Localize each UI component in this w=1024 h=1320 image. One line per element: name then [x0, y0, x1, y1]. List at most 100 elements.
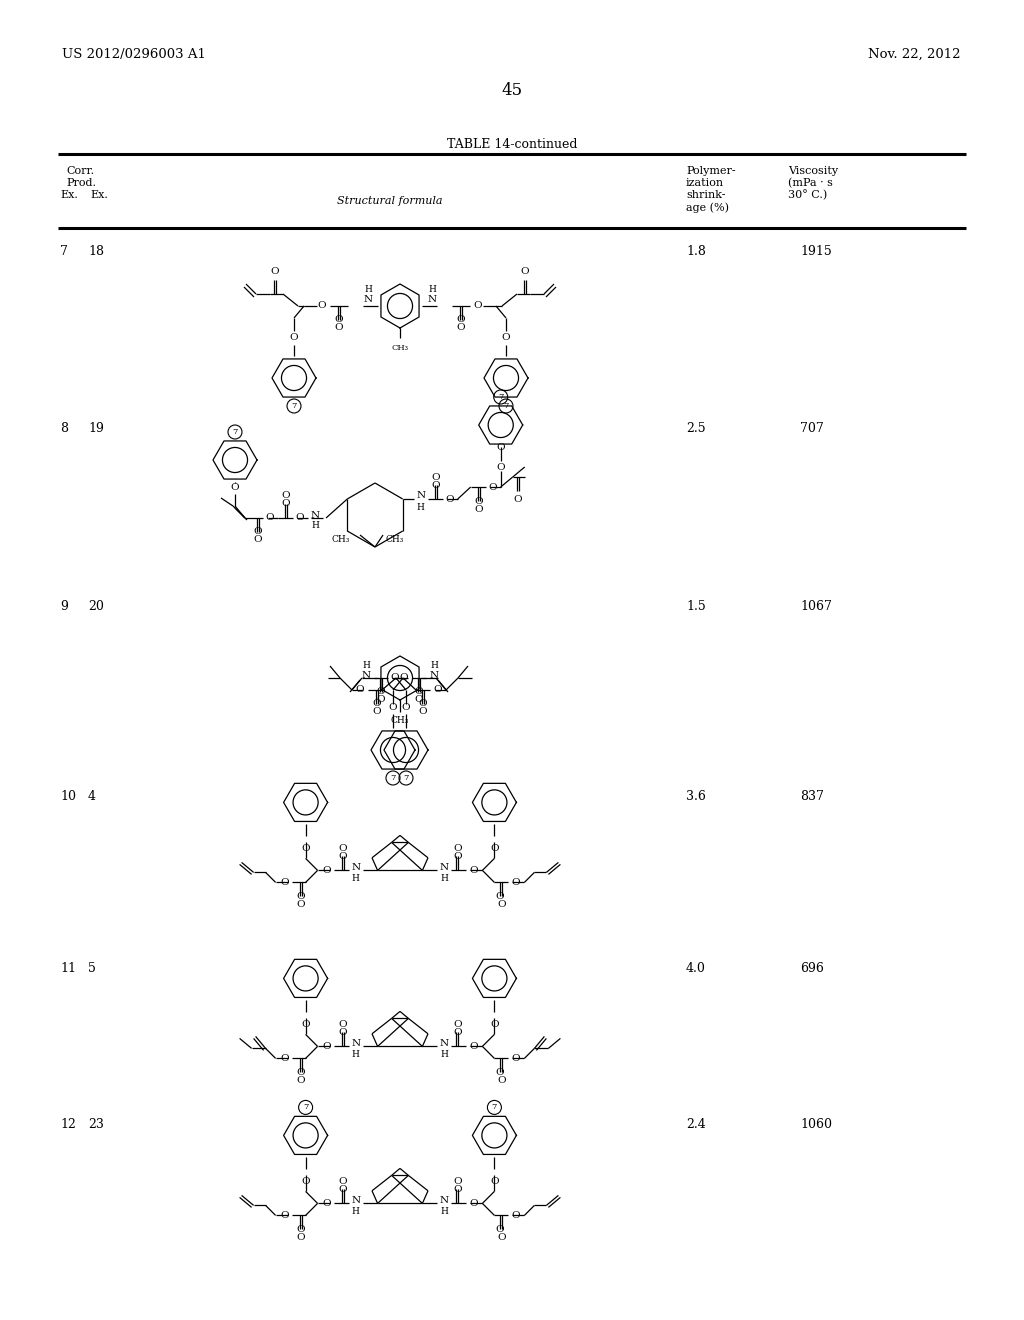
Text: 837: 837 [800, 789, 824, 803]
Text: 7: 7 [60, 246, 68, 257]
Text: 7: 7 [492, 1104, 497, 1111]
Text: H: H [428, 285, 436, 293]
Text: O: O [469, 1199, 478, 1208]
Text: N: N [427, 296, 436, 305]
Text: H: H [362, 660, 370, 669]
Text: O: O [373, 700, 381, 709]
Text: 5: 5 [88, 962, 96, 975]
Text: O: O [453, 851, 462, 861]
Text: O: O [453, 1185, 462, 1193]
Text: O: O [323, 1199, 331, 1208]
Text: H: H [311, 520, 318, 529]
Text: N: N [440, 863, 449, 873]
Text: O: O [338, 851, 347, 861]
Text: 4.0: 4.0 [686, 962, 706, 975]
Text: O: O [511, 1053, 520, 1063]
Text: N: N [361, 672, 371, 681]
Text: N: N [429, 672, 438, 681]
Text: 7: 7 [232, 428, 238, 436]
Text: 9: 9 [60, 601, 68, 612]
Text: H: H [351, 1206, 359, 1216]
Text: O: O [457, 315, 465, 325]
Text: O: O [415, 688, 423, 697]
Text: H: H [430, 660, 438, 669]
Text: O: O [296, 513, 304, 523]
Text: O: O [323, 866, 331, 875]
Text: 11: 11 [60, 962, 76, 975]
Text: 2.5: 2.5 [686, 422, 706, 436]
Text: 18: 18 [88, 246, 104, 257]
Text: O: O [391, 673, 399, 682]
Text: N: N [364, 296, 373, 305]
Text: O: O [377, 688, 385, 697]
Text: O: O [453, 1020, 462, 1028]
Text: O: O [401, 704, 411, 713]
Text: O: O [488, 483, 497, 491]
Text: O: O [474, 301, 482, 310]
Text: CH₃: CH₃ [391, 345, 409, 352]
Text: O: O [495, 1068, 504, 1077]
Text: Nov. 22, 2012: Nov. 22, 2012 [867, 48, 961, 61]
Text: 7: 7 [498, 393, 504, 401]
Text: O: O [301, 843, 310, 853]
Text: O: O [355, 685, 365, 694]
Text: O: O [511, 1210, 520, 1220]
Text: O: O [270, 268, 280, 276]
Text: O: O [497, 1233, 506, 1242]
Text: O: O [338, 1185, 347, 1193]
Text: H: H [440, 874, 449, 883]
Text: N: N [416, 491, 425, 500]
Text: O: O [431, 480, 440, 490]
Text: O: O [296, 1076, 305, 1085]
Text: N: N [440, 1196, 449, 1205]
Text: O: O [495, 1225, 504, 1234]
Text: O: O [335, 323, 343, 333]
Text: H: H [351, 874, 359, 883]
Text: 20: 20 [88, 601, 103, 612]
Text: O: O [338, 1020, 347, 1028]
Text: O: O [434, 685, 442, 694]
Text: H: H [351, 1049, 359, 1059]
Text: 1.5: 1.5 [686, 601, 706, 612]
Text: O: O [419, 708, 427, 717]
Text: O: O [495, 892, 504, 900]
Text: O: O [254, 528, 262, 536]
Text: Polymer-: Polymer- [686, 166, 735, 176]
Text: O: O [335, 315, 343, 325]
Text: 1060: 1060 [800, 1118, 831, 1131]
Text: O: O [282, 491, 291, 500]
Text: O: O [317, 301, 327, 310]
Text: 30° C.): 30° C.) [788, 190, 827, 201]
Text: O: O [296, 1233, 305, 1242]
Text: O: O [469, 866, 478, 875]
Text: CH₃: CH₃ [385, 535, 403, 544]
Text: O: O [490, 1177, 499, 1185]
Text: 23: 23 [88, 1118, 103, 1131]
Text: Structural formula: Structural formula [337, 195, 442, 206]
Text: O: O [453, 1177, 462, 1185]
Text: O: O [296, 1225, 305, 1234]
Text: 1.8: 1.8 [686, 246, 706, 257]
Text: O: O [497, 444, 505, 453]
Text: O: O [338, 1177, 347, 1185]
Text: Prod.: Prod. [66, 178, 96, 187]
Text: O: O [497, 1076, 506, 1085]
Text: O: O [474, 504, 483, 513]
Text: Corr.: Corr. [66, 166, 94, 176]
Text: age (%): age (%) [686, 202, 729, 213]
Text: O: O [469, 1041, 478, 1051]
Text: Viscosity: Viscosity [788, 166, 838, 176]
Text: TABLE 14-continued: TABLE 14-continued [446, 139, 578, 150]
Text: O: O [490, 1020, 499, 1028]
Text: O: O [301, 1020, 310, 1028]
Text: O: O [290, 334, 298, 342]
Text: O: O [457, 323, 465, 333]
Text: O: O [281, 1053, 289, 1063]
Text: O: O [431, 473, 440, 482]
Text: O: O [513, 495, 522, 503]
Text: 8: 8 [60, 422, 68, 436]
Text: O: O [399, 673, 409, 682]
Text: O: O [254, 536, 262, 544]
Text: O: O [296, 1068, 305, 1077]
Text: O: O [520, 268, 529, 276]
